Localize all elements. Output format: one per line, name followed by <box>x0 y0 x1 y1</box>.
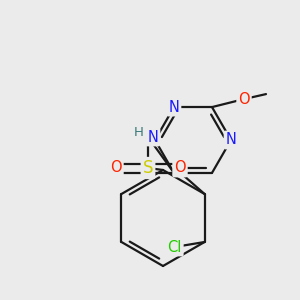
Text: O: O <box>238 92 250 106</box>
Text: N: N <box>169 100 179 115</box>
Text: H: H <box>134 127 144 140</box>
Text: O: O <box>174 160 186 175</box>
Text: Cl: Cl <box>167 239 182 254</box>
Text: N: N <box>226 133 236 148</box>
Text: O: O <box>110 160 122 175</box>
Text: N: N <box>148 130 158 145</box>
Text: S: S <box>143 159 153 177</box>
